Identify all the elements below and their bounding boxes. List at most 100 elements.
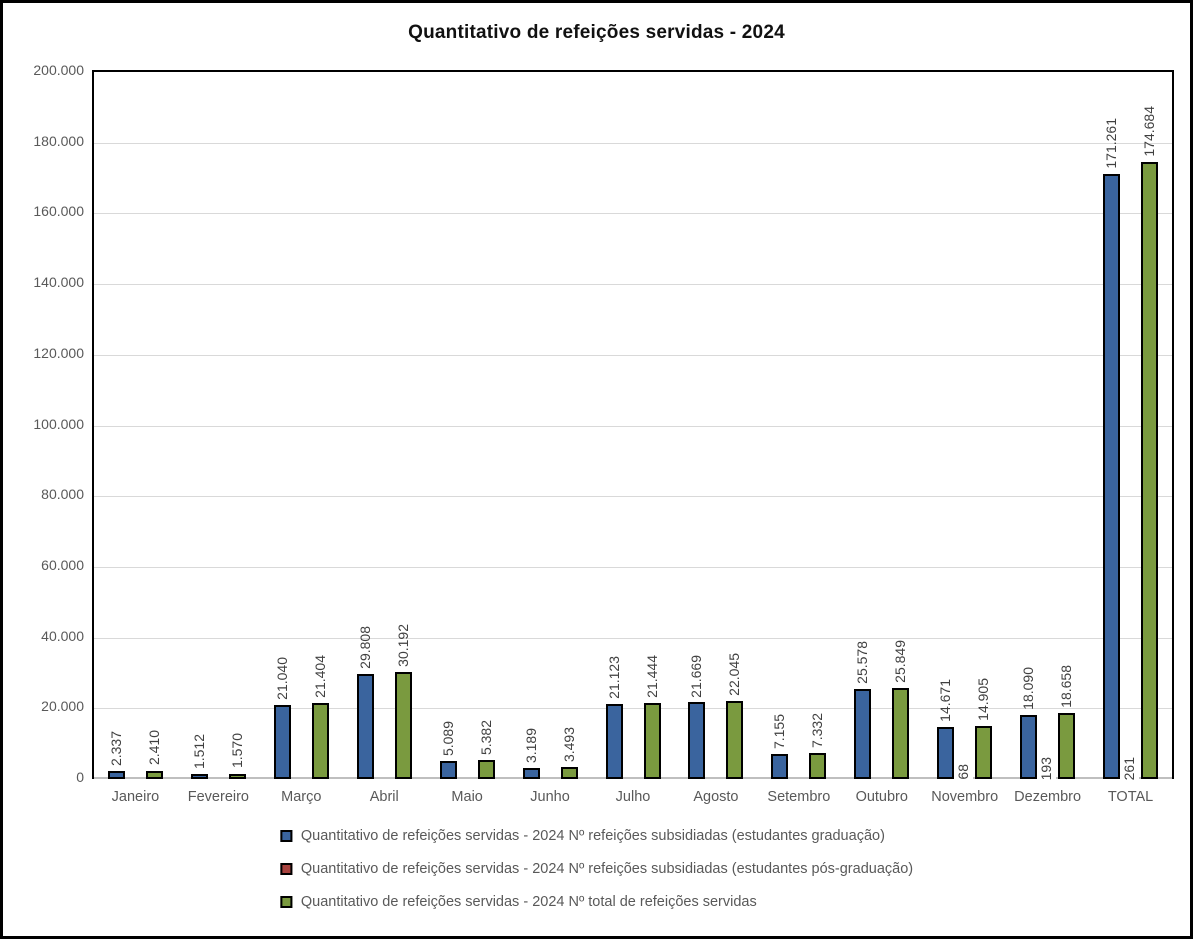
data-label-total-maio: 5.382 (477, 719, 494, 755)
bar-total-total (1141, 161, 1159, 779)
bar-graduacao-dezembro (1020, 715, 1038, 779)
x-axis-label-setembro: Setembro (767, 789, 831, 805)
x-axis-label-dezembro: Dezembro (1014, 789, 1082, 805)
data-label-graduacao-dezembro: 18.090 (1020, 667, 1037, 711)
legend-swatch-graduacao (279, 830, 292, 842)
bar-total-outubro (892, 687, 910, 779)
data-label-total-agosto: 22.045 (726, 653, 743, 697)
x-axis-label-maio: Maio (451, 789, 483, 805)
legend-item-total: Quantitativo de refeições servidas - 202… (279, 894, 757, 910)
legend-label-total: Quantitativo de refeições servidas - 202… (300, 894, 757, 910)
data-label-total-outubro: 25.849 (892, 639, 909, 683)
data-label-total-abril: 30.192 (394, 624, 411, 668)
data-label-graduacao-agosto: 21.669 (688, 654, 705, 698)
y-axis-tick-label: 100.000 (33, 415, 84, 432)
y-axis-tick-label: 0 (76, 769, 84, 785)
y-axis-tick-label: 20.000 (41, 698, 84, 715)
bar-graduacao-maio (439, 761, 457, 779)
bar-graduacao-fevereiro (190, 773, 208, 779)
x-axis-label-fevereiro: Fevereiro (187, 789, 249, 805)
x-axis-label-novembro: Novembro (931, 789, 999, 805)
y-axis-tick-label: 60.000 (41, 556, 84, 573)
data-label-pos-graduacao-total: 261 (1120, 753, 1140, 783)
x-axis-label-janeiro: Janeiro (111, 789, 160, 805)
legend-item-pos-graduacao: Quantitativo de refeições servidas - 202… (279, 861, 914, 877)
bar-total-abril (394, 672, 412, 779)
data-label-pos-graduacao-dezembro: 193 (1037, 753, 1057, 783)
chart-title: Quantitativo de refeições servidas - 202… (408, 22, 785, 43)
x-axis-label-agosto: Agosto (693, 789, 739, 805)
legend-label-pos-graduacao: Quantitativo de refeições servidas - 202… (300, 861, 914, 877)
x-axis-label-abril: Abril (369, 789, 399, 805)
data-label-pos-graduacao-novembro: 68 (954, 761, 974, 783)
bar-graduacao-janeiro (107, 770, 125, 779)
x-axis-label-junho: Junho (530, 789, 570, 805)
gridline (94, 708, 1172, 710)
bar-graduacao-agosto (688, 702, 706, 779)
y-axis-tick-label: 40.000 (41, 627, 84, 644)
bar-total-agosto (726, 701, 744, 779)
gridline (94, 354, 1172, 356)
legend: Quantitativo de refeições servidas - 202… (279, 828, 914, 910)
gridline (94, 284, 1172, 286)
bar-graduacao-total (1103, 173, 1121, 779)
y-axis-tick-label: 80.000 (41, 486, 84, 503)
data-label-graduacao-janeiro: 2.337 (107, 730, 124, 766)
x-axis-label-julho: Julho (615, 789, 651, 805)
bar-total-junho (560, 766, 578, 779)
bar-graduacao-outubro (854, 688, 872, 779)
data-label-graduacao-total: 171.261 (1103, 118, 1120, 169)
bar-graduacao-setembro (771, 753, 789, 779)
data-label-total-marco: 21.404 (311, 655, 328, 699)
data-label-total-total: 174.684 (1141, 105, 1158, 157)
gridline (94, 425, 1172, 427)
data-label-graduacao-novembro: 14.671 (937, 679, 954, 723)
data-label-total-fevereiro: 1.570 (228, 733, 245, 769)
y-axis-tick-label: 160.000 (33, 203, 84, 220)
bar-total-marco (311, 703, 329, 779)
y-axis-tick-label: 140.000 (33, 274, 84, 291)
data-label-graduacao-fevereiro: 1.512 (190, 733, 207, 769)
data-label-graduacao-julho: 21.123 (605, 656, 622, 700)
plot-area: 2.337 2.410 1.512 1.570 21.040 21.404 29.808 30… (92, 70, 1174, 783)
data-label-graduacao-maio: 5.089 (439, 720, 456, 756)
legend-item-graduacao: Quantitativo de refeições servidas - 202… (279, 828, 885, 844)
bar-graduacao-junho (522, 767, 540, 779)
data-label-total-junho: 3.493 (560, 726, 577, 762)
data-label-total-novembro: 14.905 (975, 678, 992, 722)
x-axis-line (92, 777, 1174, 779)
y-axis-tick-label: 200.000 (33, 62, 84, 78)
bar-total-setembro (809, 753, 827, 779)
bar-graduacao-julho (605, 704, 623, 779)
data-label-graduacao-outubro: 25.578 (854, 640, 871, 684)
gridline (94, 566, 1172, 568)
bar-total-julho (643, 703, 661, 779)
data-label-total-setembro: 7.332 (809, 713, 826, 749)
x-axis-label-outubro: Outubro (855, 789, 908, 805)
gridline (94, 213, 1172, 215)
bar-graduacao-abril (356, 673, 374, 779)
legend-swatch-pos-graduacao (279, 863, 292, 875)
data-label-graduacao-junho: 3.189 (522, 727, 539, 763)
data-label-total-janeiro: 2.410 (145, 730, 162, 766)
legend-swatch-total (279, 896, 292, 908)
bar-total-novembro (975, 726, 993, 779)
data-label-total-julho: 21.444 (643, 655, 660, 699)
bar-graduacao-novembro (937, 727, 955, 779)
bar-total-maio (477, 760, 495, 779)
bar-graduacao-marco (273, 704, 291, 779)
data-label-total-dezembro: 18.658 (1058, 665, 1075, 708)
data-label-graduacao-abril: 29.808 (356, 625, 373, 669)
data-label-graduacao-marco: 21.040 (273, 656, 290, 700)
x-axis-label-marco: Março (281, 789, 322, 805)
gridline (94, 637, 1172, 639)
gridline (94, 142, 1172, 144)
gridline (94, 496, 1172, 498)
y-axis-tick-label: 120.000 (33, 344, 84, 361)
data-label-graduacao-setembro: 7.155 (771, 713, 788, 749)
legend-label-graduacao: Quantitativo de refeições servidas - 202… (300, 828, 885, 844)
bar-total-fevereiro (228, 773, 246, 779)
bar-total-dezembro (1058, 713, 1076, 779)
y-axis-tick-label: 180.000 (33, 132, 84, 149)
